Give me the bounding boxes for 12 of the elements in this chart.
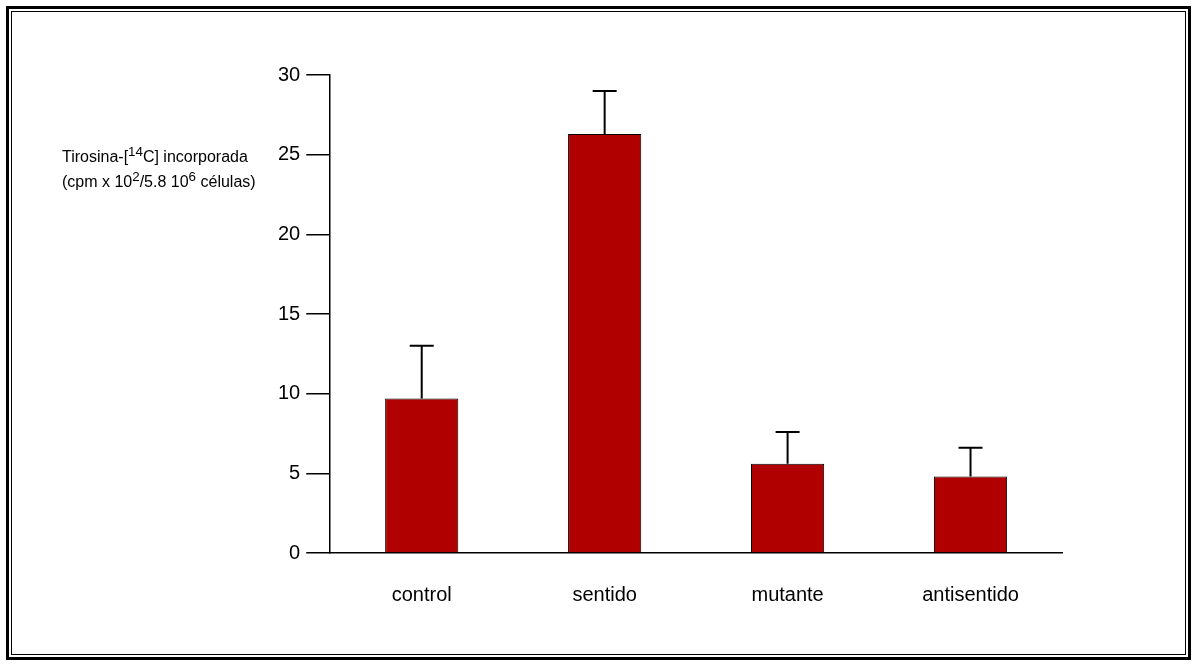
y-tick-label: 0 — [289, 540, 301, 563]
y-tick-label: 15 — [278, 301, 301, 324]
y-tick-label: 30 — [278, 62, 301, 85]
y-tick-label: 20 — [278, 221, 301, 244]
y-tick-label: 25 — [278, 142, 301, 165]
x-tick-label: mutante — [751, 582, 824, 605]
x-tick-label: control — [391, 582, 452, 605]
y-tick-label: 10 — [278, 381, 301, 404]
y-axis-title: Tirosina-[$^{14}$C] incorporada (cpm x 10$^{2}$/5.8 10$^{6}$ células) — [62, 143, 257, 193]
x-tick-label: antisentido — [922, 582, 1019, 605]
y-tick-label: 5 — [289, 460, 301, 483]
x-tick-label: sentido — [572, 582, 637, 605]
